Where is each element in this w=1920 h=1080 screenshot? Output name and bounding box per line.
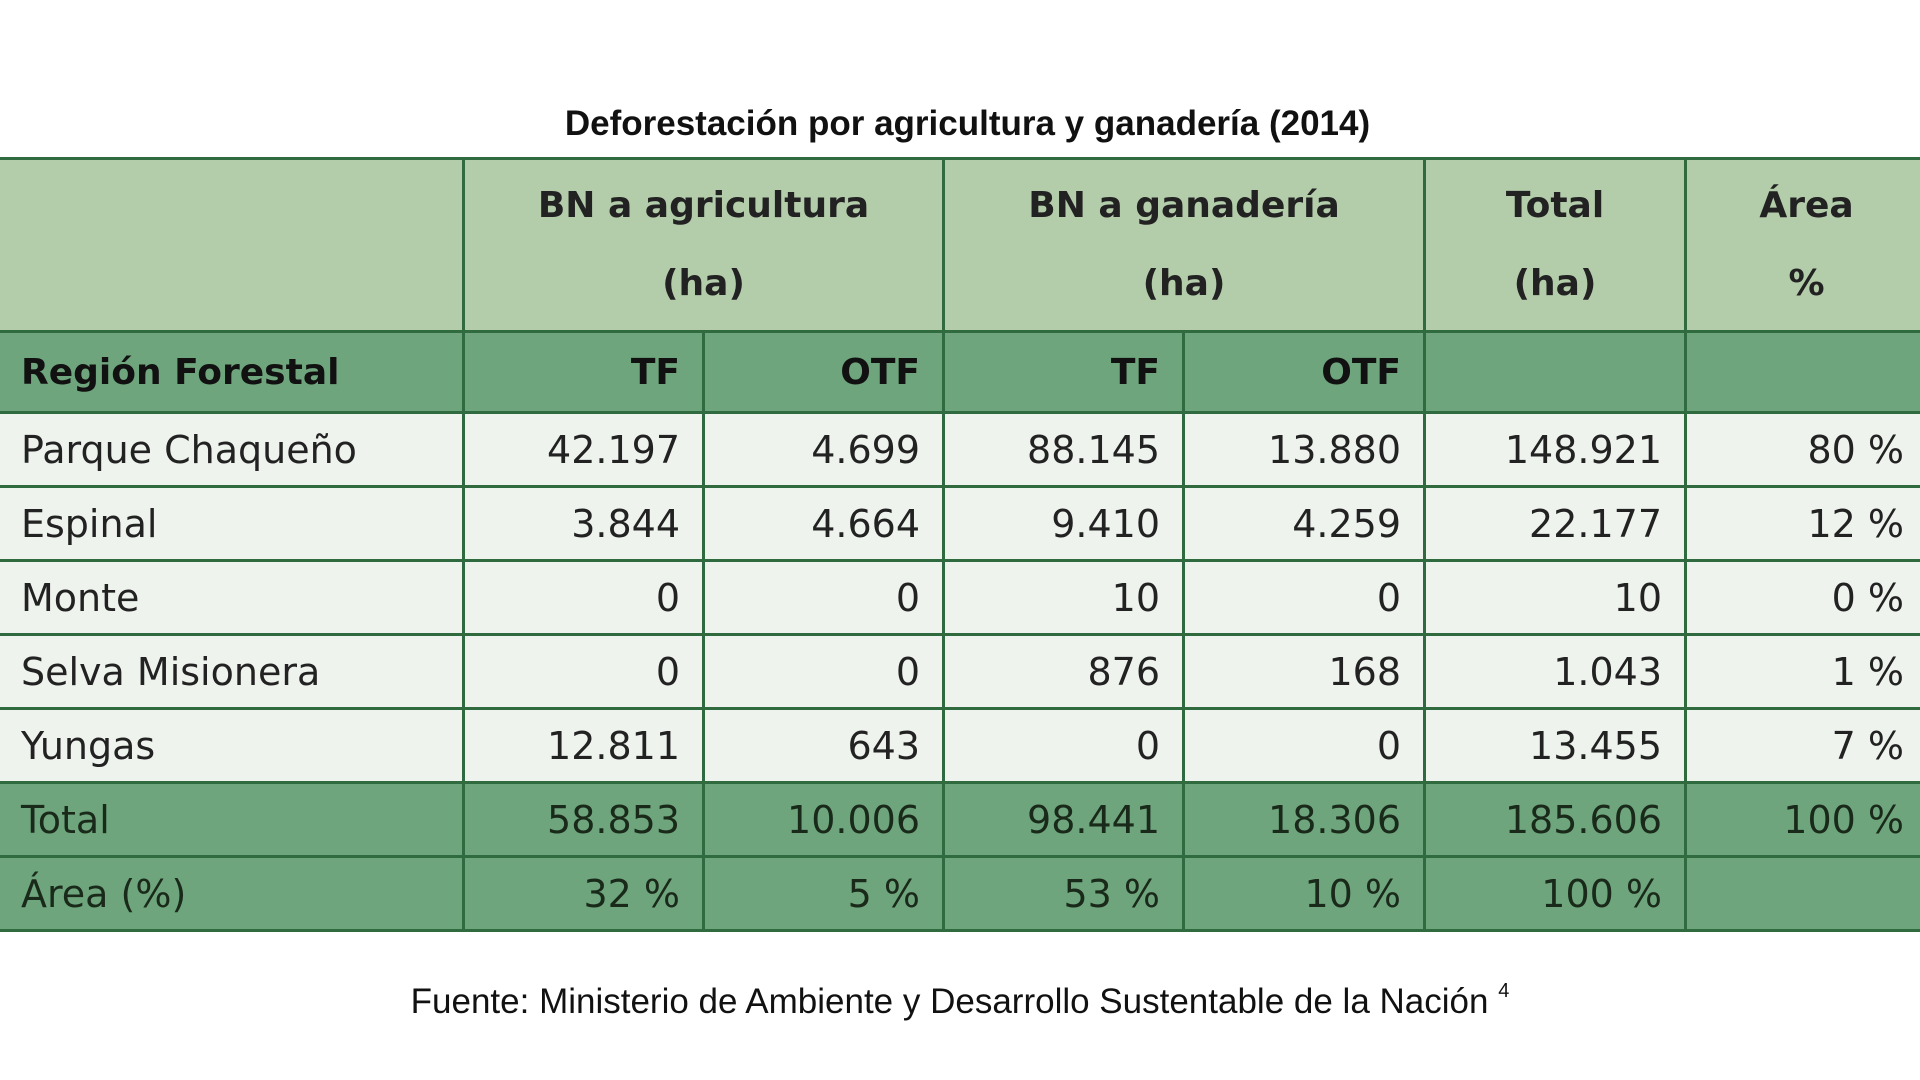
gan-tf-cell: 0 [942,707,1185,784]
gan-otf-cell: 0 [1181,559,1427,636]
gan-otf-cell: 168 [1181,633,1427,710]
total-cell: 185.606 [1423,781,1688,858]
gan-otf-cell: 10 % [1181,855,1427,932]
total-cell: 13.455 [1423,707,1688,784]
subheader-gan-otf: OTF [1181,330,1427,414]
total-cell: 22.177 [1423,485,1688,562]
subheader-total-empty [1423,330,1688,414]
header-total: Total (ha) [1423,157,1688,333]
agri-tf-cell: 12.811 [462,707,705,784]
gan-otf-cell: 4.259 [1181,485,1427,562]
region-cell: Total [0,781,465,858]
table-row: Espinal 3.844 4.664 9.410 4.259 22.177 1… [0,485,1920,562]
gan-otf-cell: 0 [1181,707,1427,784]
area-cell: 1 % [1684,633,1920,710]
region-cell: Espinal [0,485,465,562]
header-group-row: BN a agricultura (ha) BN a ganadería (ha… [0,157,1920,333]
table-row: Monte 0 0 10 0 10 0 % [0,559,1920,636]
agri-tf-cell: 3.844 [462,485,705,562]
region-cell: Monte [0,559,465,636]
agri-otf-cell: 5 % [702,855,945,932]
table-title: Deforestación por agricultura y ganaderí… [564,104,1371,143]
agri-otf-cell: 4.699 [702,411,945,488]
gan-otf-cell: 18.306 [1181,781,1427,858]
region-cell: Selva Misionera [0,633,465,710]
header-area: Área % [1684,157,1920,333]
agri-otf-cell: 643 [702,707,945,784]
agri-otf-cell: 0 [702,633,945,710]
agri-otf-cell: 0 [702,559,945,636]
subheader-agri-tf: TF [462,330,705,414]
table-row: Selva Misionera 0 0 876 168 1.043 1 % [0,633,1920,710]
source-text: Fuente: Ministerio de Ambiente y Desarro… [410,982,1489,1021]
agri-tf-cell: 58.853 [462,781,705,858]
deforestation-table: BN a agricultura (ha) BN a ganadería (ha… [0,157,1920,932]
gan-tf-cell: 10 [942,559,1185,636]
header-livestock: BN a ganadería (ha) [941,157,1427,333]
region-cell: Parque Chaqueño [0,411,465,488]
header-agriculture: BN a agricultura (ha) [462,157,945,333]
subheader-region: Región Forestal [0,330,465,414]
agri-tf-cell: 0 [462,633,705,710]
gan-tf-cell: 98.441 [942,781,1185,858]
gan-otf-cell: 13.880 [1181,411,1427,488]
gan-tf-cell: 53 % [942,855,1185,932]
subheader-gan-tf: TF [942,330,1185,414]
area-cell: 12 % [1684,485,1920,562]
subheader-agri-otf: OTF [702,330,945,414]
header-empty-cell [0,157,465,333]
agri-tf-cell: 0 [462,559,705,636]
subheader-area-empty [1684,330,1920,414]
subheader-row: Región Forestal TF OTF TF OTF [0,330,1920,414]
area-cell: 0 % [1684,559,1920,636]
region-cell: Yungas [0,707,465,784]
area-cell: 80 % [1684,411,1920,488]
region-cell: Área (%) [0,855,465,932]
gan-tf-cell: 876 [942,633,1185,710]
source-caption: Fuente: Ministerio de Ambiente y Desarro… [0,980,1920,1022]
agri-otf-cell: 10.006 [702,781,945,858]
area-cell: 100 % [1684,781,1920,858]
agri-tf-cell: 42.197 [462,411,705,488]
total-row: Total 58.853 10.006 98.441 18.306 185.60… [0,781,1920,858]
agri-tf-cell: 32 % [462,855,705,932]
area-percent-row: Área (%) 32 % 5 % 53 % 10 % 100 % [0,855,1920,932]
table-row: Yungas 12.811 643 0 0 13.455 7 % [0,707,1920,784]
total-cell: 1.043 [1423,633,1688,710]
total-cell: 100 % [1423,855,1688,932]
gan-tf-cell: 9.410 [942,485,1185,562]
total-cell: 10 [1423,559,1688,636]
agri-otf-cell: 4.664 [702,485,945,562]
total-cell: 148.921 [1423,411,1688,488]
area-cell [1684,855,1920,932]
area-cell: 7 % [1684,707,1920,784]
gan-tf-cell: 88.145 [942,411,1185,488]
footnote-marker: 4 [1498,980,1510,1002]
table-row: Parque Chaqueño 42.197 4.699 88.145 13.8… [0,411,1920,488]
